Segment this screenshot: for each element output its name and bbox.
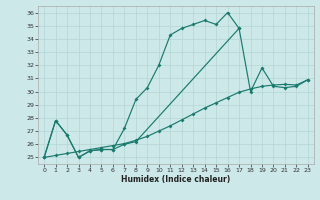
- X-axis label: Humidex (Indice chaleur): Humidex (Indice chaleur): [121, 175, 231, 184]
